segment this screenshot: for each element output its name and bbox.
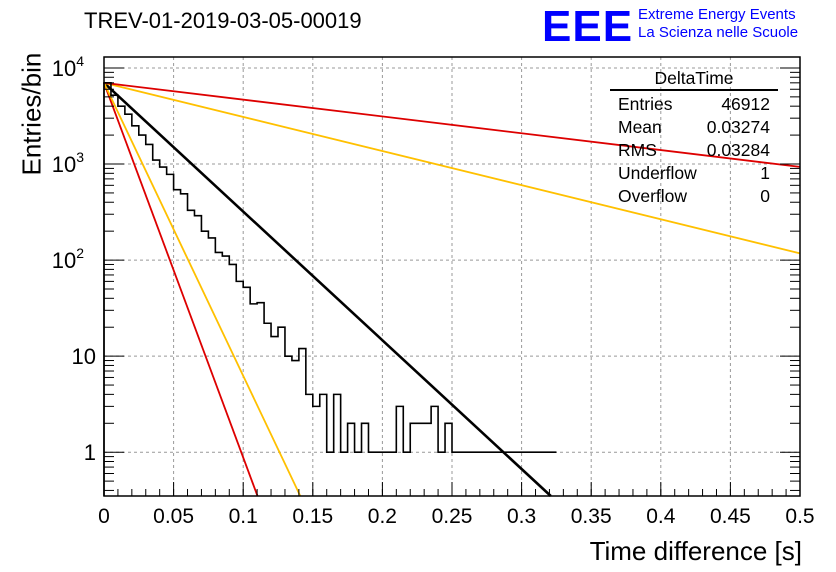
stats-row: Underflow 1 [610,162,776,185]
histogram-series [103,82,557,496]
y-tick-label: 104 [52,53,84,81]
grid-lines [103,57,801,496]
stats-box: DeltaTime Entries 46912 Mean 0.03274 RMS 0.… [610,67,778,208]
stats-label: Entries [618,94,673,114]
stats-label: RMS [618,140,657,160]
stats-row: Overflow 0 [610,185,776,208]
histogram-line [103,82,557,496]
y-tick-label: 102 [52,245,84,273]
eee-logo: EEE [542,2,634,51]
fit-curve [103,81,801,255]
x-tick-label: 0.05 [153,505,194,528]
fit-curve [103,81,552,497]
fit-curves [103,81,801,497]
stats-value: 0 [760,186,770,206]
fit-curve [103,82,259,497]
x-tick-label: 0 [98,505,110,528]
stats-label: Overflow [618,186,688,206]
stats-value: 0.03284 [706,140,770,160]
x-tick-label: 0.45 [710,505,751,528]
x-tick-label: 0.1 [229,505,258,528]
stats-title: DeltaTime [610,67,778,91]
x-tick-label: 0.25 [432,505,473,528]
y-tick-label: 1 [84,440,96,465]
stats-value: 0.03274 [706,117,770,137]
tick-labels: 0 0.05 0.1 0.15 0.2 0.25 0.3 0.35 0.4 0.45 0.5 104 1… [52,53,815,528]
fit-curve [103,82,302,497]
stats-value: 46912 [721,94,770,114]
x-tick-label: 0.35 [571,505,612,528]
stats-row: Entries 46912 [610,93,776,116]
fit-curve [103,81,801,168]
logo-line-1: Extreme Energy Events [638,6,796,23]
axis-ticks [103,67,801,496]
x-tick-label: 0.2 [368,505,397,528]
x-axis-label: Time difference [s] [589,536,802,566]
y-tick-label: 103 [52,149,84,177]
stats-label: Underflow [618,163,697,183]
stats-value: 1 [760,163,770,183]
logo-line-2: La Scienza nelle Scuole [638,24,799,41]
x-tick-label: 0.3 [507,505,536,528]
stats-row: Mean 0.03274 [610,116,776,139]
y-tick-label: 10 [72,344,96,369]
y-axis-label: Entries/bin [16,52,47,176]
stats-label: Mean [618,117,662,137]
stats-row: RMS 0.03284 [610,139,776,162]
x-tick-label: 0.5 [785,505,814,528]
x-tick-label: 0.4 [646,505,676,528]
chart-title: TREV-01-2019-03-05-00019 [84,8,362,33]
x-tick-label: 0.15 [292,505,333,528]
